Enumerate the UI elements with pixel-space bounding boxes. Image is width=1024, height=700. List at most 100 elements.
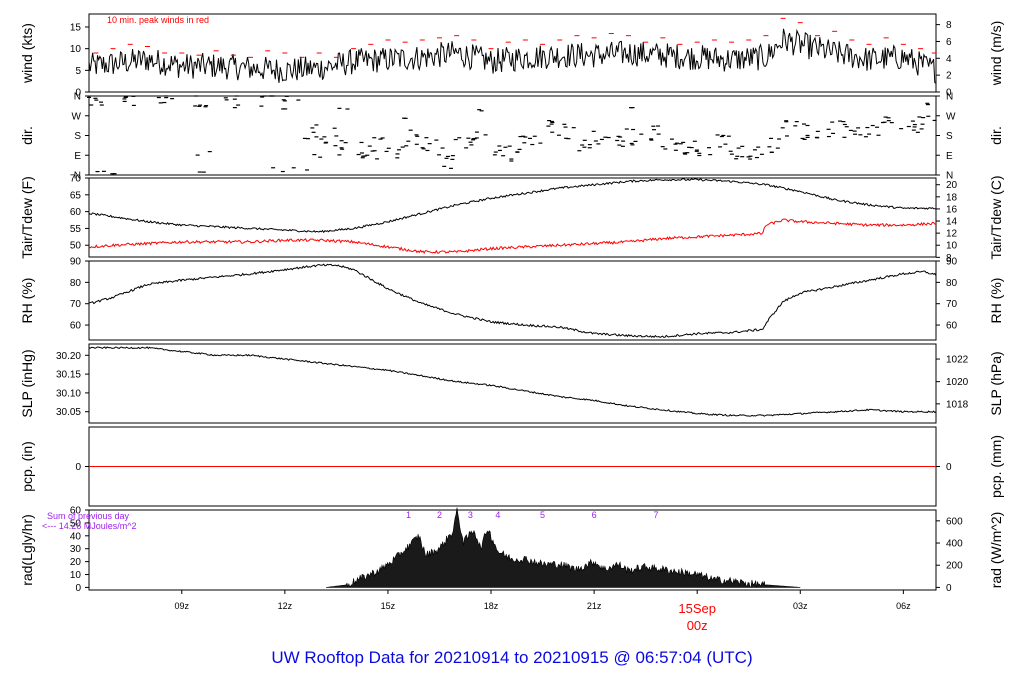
ytick-label-temp: 70 [70, 174, 82, 185]
ytick-right-label-dir: N [946, 171, 953, 182]
ytick-label-temp: 65 [70, 190, 82, 201]
ylabel-right-temp: Tair/Tdew (C) [988, 175, 1004, 259]
ytick-label-rad: 50 [70, 518, 82, 529]
ytick-label-temp: 55 [70, 224, 82, 235]
ytick-right-label-dir: W [946, 111, 956, 122]
hour-marker: 6 [592, 510, 597, 520]
ytick-label-slp: 30.20 [56, 351, 81, 362]
hour-marker: 4 [495, 510, 500, 520]
ytick-right-label-wind: 0 [946, 88, 952, 99]
ytick-label-rh: 60 [70, 321, 82, 332]
ytick-label-wind: 5 [75, 66, 81, 77]
ytick-label-wind: 15 [70, 23, 82, 34]
ytick-right-label-wind: 8 [946, 20, 952, 31]
hour-marker: 3 [468, 510, 473, 520]
ytick-right-label-wind: 2 [946, 71, 952, 82]
xtick-label: 18z [484, 601, 499, 611]
ylabel-dir: dir. [19, 126, 35, 145]
ytick-right-label-dir: E [946, 151, 953, 162]
ytick-label-slp: 30.05 [56, 407, 81, 418]
series-line-rh-0 [88, 263, 937, 339]
series-line-wind-0 [88, 28, 937, 84]
ytick-label-rh: 70 [70, 299, 82, 310]
ylabel-wind: wind (kts) [19, 23, 35, 84]
ytick-right-label-wind: 6 [946, 37, 952, 48]
ylabel-right-rad: rad (W/m^2) [988, 512, 1004, 589]
ytick-label-slp: 30.15 [56, 370, 81, 381]
ytick-label-dir: N [74, 92, 81, 103]
ytick-label-rh: 80 [70, 278, 82, 289]
ytick-label-dir: N [74, 171, 81, 182]
ytick-right-label-rad: 200 [946, 561, 963, 572]
radiation-area [326, 507, 801, 588]
ytick-right-label-rh: 70 [946, 299, 958, 310]
xtick-label: 21z [587, 601, 602, 611]
xtick-label: 12z [278, 601, 293, 611]
ytick-label-pcp: 0 [75, 462, 81, 473]
ytick-right-label-rad: 600 [946, 516, 963, 527]
ytick-right-label-temp: 18 [946, 192, 958, 203]
ytick-label-rad: 0 [75, 583, 81, 594]
ytick-right-label-rh: 90 [946, 257, 958, 268]
hour-marker: 5 [540, 510, 545, 520]
ytick-right-label-dir: N [946, 92, 953, 103]
ytick-label-rad: 20 [70, 557, 82, 568]
ytick-right-label-dir: S [946, 131, 953, 142]
ylabel-slp: SLP (inHg) [19, 349, 35, 417]
xtick-label: 06z [896, 601, 911, 611]
ytick-label-rad: 30 [70, 544, 82, 555]
ytick-label-dir: E [74, 151, 81, 162]
ytick-label-temp: 60 [70, 207, 82, 218]
ytick-right-label-temp: 20 [946, 180, 958, 191]
ylabel-right-rh: RH (%) [988, 278, 1004, 324]
ytick-right-label-temp: 10 [946, 241, 958, 252]
ytick-label-wind: 10 [70, 44, 82, 55]
panel-frame-temp [88, 177, 937, 258]
ylabel-right-dir: dir. [988, 126, 1004, 145]
hour-marker: 1 [406, 510, 411, 520]
ytick-label-rad: 60 [70, 506, 82, 517]
ytick-right-label-wind: 4 [946, 54, 952, 65]
series-line-slp-0 [88, 346, 937, 417]
hour-marker: 2 [437, 510, 442, 520]
ytick-right-label-pcp: 0 [946, 462, 952, 473]
series-line-temp-0 [88, 178, 937, 234]
ylabel-rad: rad(Lgly/hr) [19, 514, 35, 586]
ytick-label-rad: 40 [70, 531, 82, 542]
ylabel-pcp: pcp. (in) [19, 441, 35, 492]
ytick-label-rad: 10 [70, 570, 82, 581]
ytick-right-label-slp: 1022 [946, 355, 969, 366]
xtick-day-label: 15Sep [678, 601, 716, 616]
ytick-label-dir: W [72, 111, 82, 122]
ytick-label-temp: 50 [70, 241, 82, 252]
ylabel-rh: RH (%) [19, 278, 35, 324]
peak-wind-note: 10 min. peak winds in red [107, 15, 209, 25]
xtick-label: 09z [175, 601, 190, 611]
xtick-label: 00z [687, 618, 708, 633]
radiation-sum-value: <--- 14.26 MJoules/m^2 [42, 521, 137, 531]
ytick-right-label-temp: 14 [946, 217, 958, 228]
ytick-label-dir: S [74, 131, 81, 142]
ytick-right-label-rad: 400 [946, 539, 963, 550]
panel-frame-rad [88, 509, 937, 591]
ytick-right-label-temp: 16 [946, 204, 958, 215]
ytick-right-label-temp: 12 [946, 229, 958, 240]
xtick-label: 03z [793, 601, 808, 611]
xtick-label: 15z [381, 601, 396, 611]
series-line-temp-1 [88, 218, 937, 255]
ytick-label-wind: 0 [75, 88, 81, 99]
ytick-right-label-rh: 60 [946, 321, 958, 332]
panel-frame-slp [88, 343, 937, 424]
hour-marker: 7 [653, 510, 658, 520]
ylabel-right-wind: wind (m/s) [988, 21, 1004, 87]
ytick-right-label-temp: 8 [946, 253, 952, 264]
radiation-sum-label: Sum of previous day [47, 511, 130, 521]
ytick-right-label-slp: 1018 [946, 399, 969, 410]
figure-caption: UW Rooftop Data for 20210914 to 20210915… [271, 648, 753, 667]
panel-frame-rh [88, 260, 937, 341]
ytick-right-label-rh: 80 [946, 278, 958, 289]
ytick-right-label-slp: 1020 [946, 377, 969, 388]
ytick-label-slp: 30.10 [56, 388, 81, 399]
ylabel-right-slp: SLP (hPa) [988, 351, 1004, 415]
